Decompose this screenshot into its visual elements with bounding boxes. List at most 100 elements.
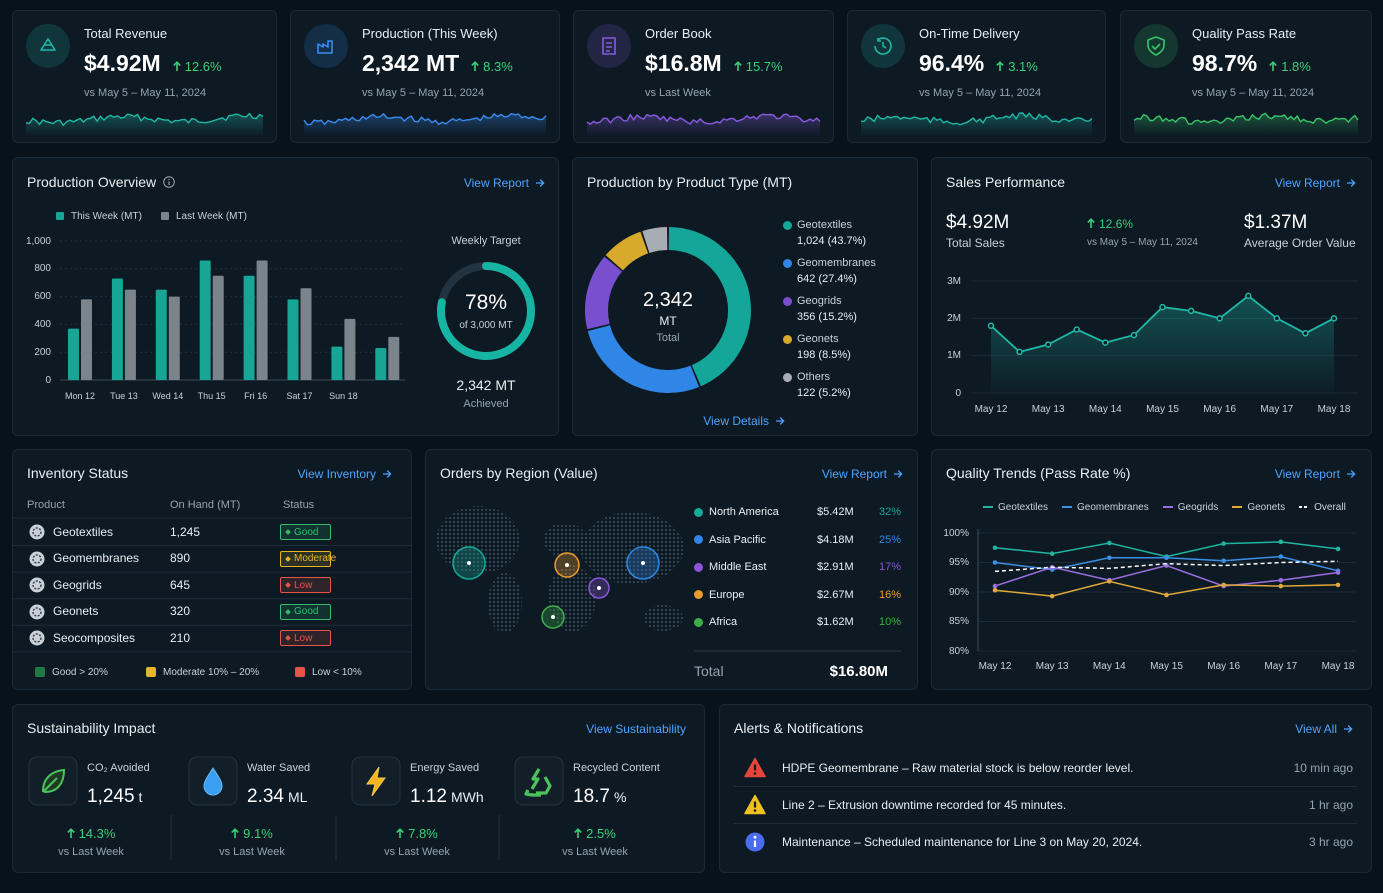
info-dot bbox=[753, 835, 757, 839]
bar bbox=[331, 346, 343, 380]
region-share: 16% bbox=[878, 588, 901, 601]
impact-label: Recycled Content bbox=[573, 762, 660, 774]
link[interactable]: View Details bbox=[703, 413, 785, 429]
kpi-label: Total Revenue bbox=[84, 26, 168, 41]
legend-label: Geonets bbox=[797, 333, 839, 345]
bar bbox=[388, 336, 400, 380]
region-name: Asia Pacific bbox=[709, 533, 766, 546]
series-point bbox=[992, 560, 998, 565]
sales-total: $4.92M bbox=[946, 212, 1010, 233]
impact-value: 1.12 bbox=[410, 786, 447, 807]
y-tick-label: 0 bbox=[45, 374, 51, 386]
link[interactable]: View All bbox=[1295, 721, 1353, 737]
series-point bbox=[1049, 593, 1055, 599]
on-hand: 890 bbox=[170, 551, 191, 566]
donut-center-value: 2,342 bbox=[642, 288, 694, 311]
link[interactable]: View Sustainability bbox=[586, 721, 686, 737]
region-value: $4.18M bbox=[817, 533, 854, 546]
gauge-achieved-label: Achieved bbox=[463, 398, 509, 410]
icon-inner bbox=[32, 580, 42, 590]
info-icon bbox=[163, 176, 175, 188]
impact-unit: % bbox=[613, 789, 627, 805]
region-name: Africa bbox=[709, 616, 738, 628]
info-circle bbox=[163, 176, 175, 188]
impact-change-value: 2.5% bbox=[586, 826, 616, 841]
icon-inner bbox=[32, 553, 42, 564]
kpi-label: Quality Pass Rate bbox=[1192, 26, 1297, 41]
kpi-change: 12.6% bbox=[172, 59, 222, 74]
sparkline bbox=[586, 113, 821, 136]
link[interactable]: View Report bbox=[1275, 466, 1356, 482]
gauge-title: Weekly Target bbox=[451, 235, 521, 247]
status-text: Low bbox=[294, 579, 313, 591]
kpi-icon bbox=[26, 24, 70, 68]
impact-period: vs Last Week bbox=[384, 846, 450, 858]
kpi-label: On-Time Delivery bbox=[919, 26, 1020, 41]
legend-dot bbox=[783, 335, 792, 344]
y-tick-label: 800 bbox=[34, 263, 51, 275]
gauge bbox=[437, 262, 535, 360]
region-bubble-center bbox=[597, 586, 601, 590]
icon-inner bbox=[32, 527, 42, 537]
legend-value: 642 (27.4%) bbox=[797, 273, 857, 285]
up-arrow-icon bbox=[471, 61, 479, 71]
link[interactable]: View Report bbox=[464, 175, 545, 191]
status-icon bbox=[285, 529, 291, 535]
legend-dot bbox=[694, 590, 703, 599]
icon-bg bbox=[29, 551, 45, 567]
region-share: 10% bbox=[878, 616, 901, 628]
alert-time: 3 hr ago bbox=[1308, 834, 1353, 849]
legend-dot bbox=[694, 535, 703, 544]
link[interactable]: View Report bbox=[1275, 175, 1356, 191]
kpi-icon bbox=[1134, 24, 1178, 68]
series-point bbox=[1335, 582, 1341, 588]
region-share: 32% bbox=[878, 506, 901, 518]
up-arrow-icon bbox=[1269, 61, 1277, 71]
impact-icon bbox=[188, 756, 238, 806]
kpi-period: vs Last Week bbox=[645, 87, 711, 99]
x-tick-label: May 18 bbox=[1317, 403, 1351, 415]
up-arrow bbox=[574, 828, 582, 838]
link[interactable]: View Report bbox=[822, 466, 903, 482]
sales-point bbox=[1102, 339, 1109, 346]
donut-segment bbox=[642, 227, 668, 254]
icon-bg bbox=[29, 604, 45, 620]
donut-chart bbox=[585, 227, 751, 393]
series-point bbox=[1221, 558, 1226, 564]
link[interactable]: View Inventory bbox=[298, 466, 393, 482]
icon-glyph bbox=[874, 37, 892, 55]
region-bubble-center bbox=[551, 615, 555, 619]
legend-label: Geotextiles bbox=[797, 219, 853, 231]
legend-line bbox=[983, 506, 993, 508]
product-icon bbox=[29, 524, 45, 540]
kpi-period: vs May 5 – May 11, 2024 bbox=[919, 87, 1042, 99]
bar bbox=[300, 288, 312, 380]
icon-glyph bbox=[1147, 36, 1165, 56]
legend-swatch bbox=[35, 667, 45, 677]
link-text: View Report bbox=[821, 467, 887, 481]
legend-value: 198 (8.5%) bbox=[797, 349, 851, 361]
kpi-change-value: 3.1% bbox=[1008, 59, 1038, 74]
up-arrow-icon bbox=[733, 61, 742, 71]
impact-change-value: 14.3% bbox=[78, 826, 116, 841]
card-title: Sales Performance bbox=[946, 174, 1066, 190]
series-point bbox=[1335, 570, 1341, 575]
kpi-value-row: 96.4% 3.1% bbox=[919, 50, 1038, 80]
card-title: Quality Trends (Pass Rate %) bbox=[946, 465, 1131, 481]
status-icon bbox=[285, 608, 291, 615]
impact-value: 2.34 bbox=[247, 786, 284, 807]
region-name: Middle East bbox=[709, 561, 767, 573]
product-name: Geogrids bbox=[53, 577, 102, 592]
region-bubble-center bbox=[565, 563, 569, 567]
gauge-subtitle: of 3,000 MT bbox=[459, 319, 513, 331]
impact-change: 2.5% bbox=[535, 826, 655, 842]
gauge-progress bbox=[437, 262, 535, 360]
status-icon bbox=[285, 555, 291, 562]
sparkline-line bbox=[1133, 112, 1359, 125]
y-tick-label: 85% bbox=[948, 616, 969, 627]
status-diamond bbox=[285, 555, 291, 562]
alert-icon bbox=[744, 757, 766, 778]
sales-point bbox=[1016, 348, 1023, 356]
arrow bbox=[894, 470, 903, 478]
